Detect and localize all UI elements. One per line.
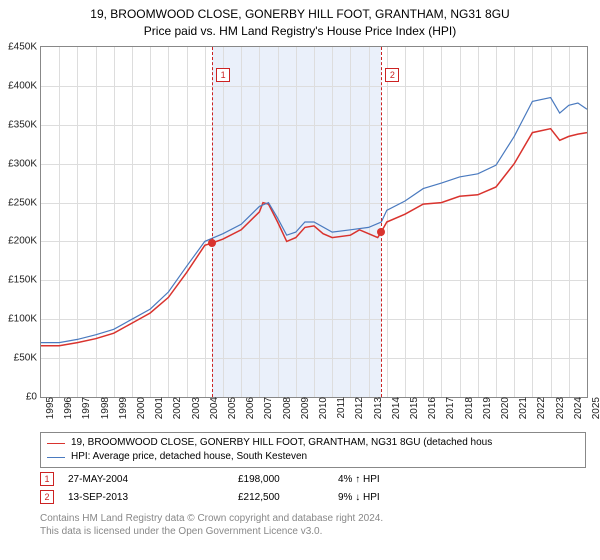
x-tick-label: 2014 [387,397,402,419]
x-tick-label: 2018 [460,397,475,419]
price-chart: 12 £0£50K£100K£150K£200K£250K£300K£350K£… [40,46,588,398]
series-property_red [41,129,587,346]
y-tick-label: £50K [0,353,41,364]
chart-lines [41,47,587,397]
x-tick-label: 1999 [114,397,129,419]
y-tick-label: £200K [0,236,41,247]
y-tick-label: £250K [0,197,41,208]
event-marker-label: 1 [216,68,230,82]
x-tick-label: 2011 [332,397,347,419]
x-tick-label: 2023 [551,397,566,419]
x-tick-label: 2000 [132,397,147,419]
x-tick-label: 1998 [96,397,111,419]
x-tick-label: 2024 [569,397,584,419]
legend-item: HPI: Average price, detached house, Sout… [47,450,579,464]
y-tick-label: £450K [0,42,41,53]
event-dot [208,239,216,247]
x-tick-label: 2004 [205,397,220,419]
event-table: 1 27-MAY-2004£198,0004% ↑ HPI 2 13-SEP-2013… [40,470,586,506]
event-date: 27-MAY-2004 [68,474,238,485]
event-row: 1 27-MAY-2004£198,0004% ↑ HPI [40,470,586,488]
x-tick-label: 2006 [241,397,256,419]
legend-item: 19, BROOMWOOD CLOSE, GONERBY HILL FOOT, … [47,436,579,450]
legend-swatch [47,457,65,458]
x-tick-label: 1996 [59,397,74,419]
event-dashed-line [212,47,213,397]
x-tick-label: 2017 [441,397,456,419]
title-line1: 19, BROOMWOOD CLOSE, GONERBY HILL FOOT, … [0,6,600,23]
series-hpi_blue [41,98,587,343]
event-id-box: 1 [40,472,54,486]
y-tick-label: £350K [0,119,41,130]
event-delta: 4% ↑ HPI [338,474,458,485]
x-tick-label: 2020 [496,397,511,419]
x-tick-label: 2002 [168,397,183,419]
event-price: £198,000 [238,474,338,485]
credits-line2: This data is licensed under the Open Gov… [40,525,586,538]
x-tick-label: 2008 [278,397,293,419]
chart-legend: 19, BROOMWOOD CLOSE, GONERBY HILL FOOT, … [40,432,586,468]
legend-label: 19, BROOMWOOD CLOSE, GONERBY HILL FOOT, … [71,436,492,450]
chart-title: 19, BROOMWOOD CLOSE, GONERBY HILL FOOT, … [0,0,600,40]
legend-label: HPI: Average price, detached house, Sout… [71,450,307,464]
y-tick-label: £300K [0,158,41,169]
y-tick-label: £0 [0,392,41,403]
x-tick-label: 2001 [150,397,165,419]
x-tick-label: 2009 [296,397,311,419]
x-tick-label: 2019 [478,397,493,419]
x-tick-label: 2012 [350,397,365,419]
x-tick-label: 2010 [314,397,329,419]
credits: Contains HM Land Registry data © Crown c… [40,512,586,538]
x-tick-label: 2003 [187,397,202,419]
credits-line1: Contains HM Land Registry data © Crown c… [40,512,586,525]
x-tick-label: 1995 [41,397,56,419]
y-tick-label: £150K [0,275,41,286]
event-date: 13-SEP-2013 [68,492,238,503]
x-tick-label: 2007 [259,397,274,419]
event-row: 2 13-SEP-2013£212,5009% ↓ HPI [40,488,586,506]
x-tick-label: 1997 [77,397,92,419]
x-tick-label: 2015 [405,397,420,419]
event-dashed-line [381,47,382,397]
x-tick-label: 2013 [369,397,384,419]
event-marker-label: 2 [385,68,399,82]
x-tick-label: 2005 [223,397,238,419]
event-delta: 9% ↓ HPI [338,492,458,503]
x-tick-label: 2016 [423,397,438,419]
y-tick-label: £400K [0,80,41,91]
title-line2: Price paid vs. HM Land Registry's House … [0,23,600,40]
y-tick-label: £100K [0,314,41,325]
x-tick-label: 2022 [532,397,547,419]
legend-swatch [47,443,65,444]
event-id-box: 2 [40,490,54,504]
event-price: £212,500 [238,492,338,503]
x-tick-label: 2021 [514,397,529,419]
x-tick-label: 2025 [587,397,600,419]
event-dot [377,228,385,236]
